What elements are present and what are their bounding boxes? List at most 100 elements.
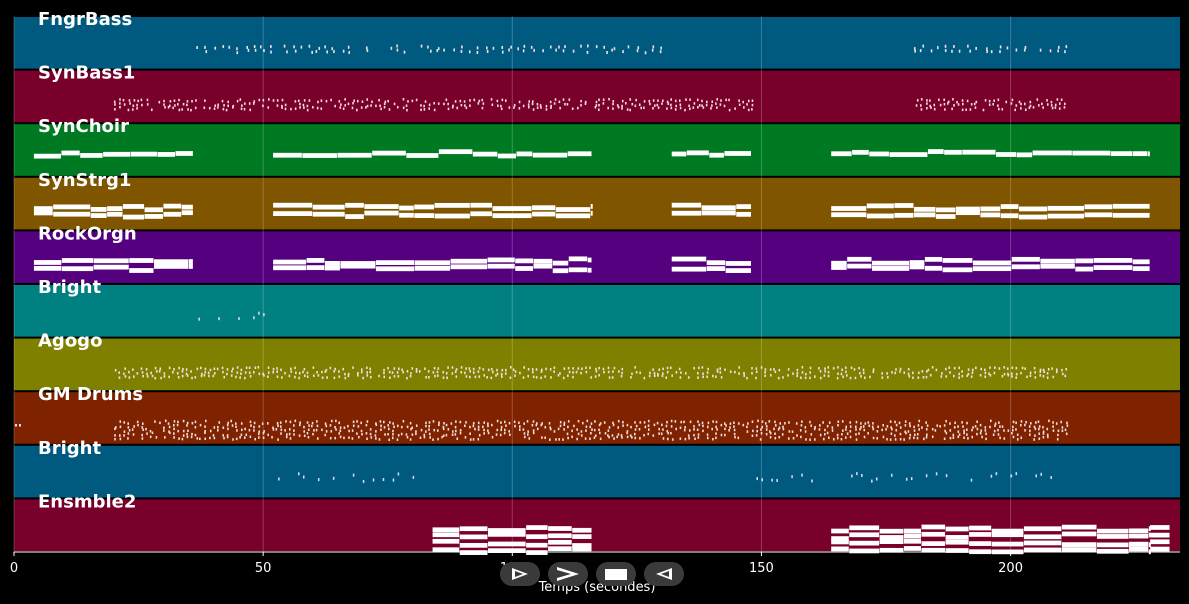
note [594, 106, 597, 109]
note [425, 421, 427, 425]
note [396, 371, 399, 374]
note [733, 428, 736, 432]
note [383, 102, 386, 106]
note [181, 210, 193, 216]
note [990, 50, 993, 54]
note [643, 434, 645, 437]
note [942, 258, 973, 263]
note [311, 50, 313, 54]
note [908, 436, 911, 440]
note [752, 429, 754, 433]
note [562, 376, 565, 380]
note [841, 368, 843, 372]
note [828, 436, 830, 439]
note [979, 431, 982, 435]
note [414, 213, 435, 218]
note [396, 424, 399, 428]
note [736, 204, 751, 210]
note [584, 437, 587, 440]
note [411, 99, 414, 103]
note [348, 51, 351, 55]
note [509, 376, 512, 379]
forward-button[interactable] [548, 562, 588, 586]
note [411, 367, 414, 370]
note [254, 437, 256, 441]
note [146, 103, 149, 106]
note [952, 436, 955, 439]
note [324, 265, 340, 271]
note [667, 102, 670, 106]
note [1003, 366, 1005, 369]
note [961, 99, 964, 102]
note [156, 370, 158, 373]
note [370, 436, 373, 439]
note [967, 372, 970, 376]
note [910, 477, 913, 481]
note [303, 425, 305, 429]
note [842, 375, 844, 379]
note [949, 429, 952, 432]
note [515, 258, 534, 264]
note [804, 426, 807, 429]
note [751, 99, 754, 102]
note [33, 260, 62, 265]
note [1020, 102, 1022, 106]
note [273, 202, 313, 208]
note [33, 153, 61, 159]
note [1057, 45, 1060, 49]
note [976, 427, 979, 431]
note [702, 106, 705, 109]
note [872, 368, 875, 371]
note [253, 316, 255, 320]
note [127, 108, 130, 112]
note [1061, 531, 1097, 537]
note [338, 375, 341, 378]
note [427, 370, 430, 373]
note [236, 99, 239, 103]
note [455, 368, 458, 371]
note [186, 100, 189, 103]
note [119, 425, 122, 429]
note [656, 103, 659, 107]
note [633, 432, 636, 436]
note [765, 432, 768, 436]
rewind-button[interactable] [644, 562, 684, 586]
note [930, 49, 933, 53]
note [711, 104, 713, 107]
note [482, 102, 485, 105]
note [909, 264, 925, 270]
note [698, 104, 701, 107]
note [800, 435, 802, 439]
note [342, 367, 345, 371]
play-button[interactable] [500, 562, 540, 586]
note [617, 105, 620, 109]
note [1096, 542, 1129, 548]
note [375, 430, 377, 433]
stop-button[interactable] [596, 562, 636, 586]
note [697, 436, 700, 439]
note [1029, 371, 1032, 375]
note [366, 374, 369, 377]
note [173, 432, 175, 435]
note [1129, 533, 1149, 539]
note [243, 107, 246, 111]
note [459, 99, 462, 103]
note [819, 370, 822, 373]
note [384, 433, 386, 436]
note [612, 100, 615, 103]
note [307, 435, 310, 439]
note [921, 370, 924, 373]
note [716, 98, 719, 101]
note [1039, 48, 1042, 52]
note [954, 421, 956, 425]
note [127, 432, 130, 435]
note [629, 434, 632, 437]
note [470, 202, 492, 208]
track-label: SynChoir [38, 116, 129, 137]
note [590, 204, 593, 209]
note [445, 98, 448, 102]
note [497, 104, 499, 107]
note [866, 213, 894, 219]
note [742, 423, 745, 427]
note [163, 372, 166, 375]
